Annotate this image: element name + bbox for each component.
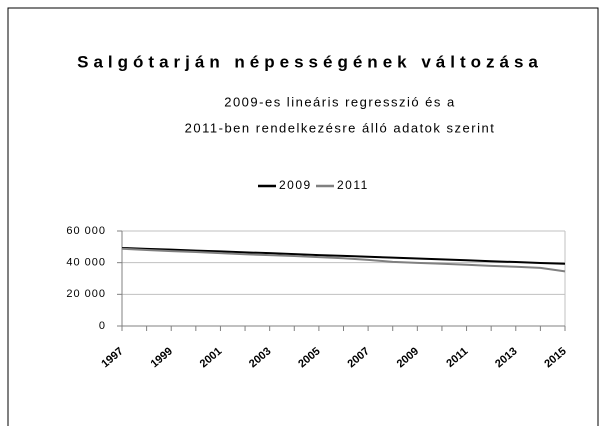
- x-tick-label: 2009: [395, 345, 421, 370]
- chart-subtitle: 2009-es lineáris regresszió és a: [224, 94, 456, 109]
- x-tick-label: 1999: [149, 345, 175, 370]
- y-tick-label: 20 000: [66, 288, 106, 300]
- x-tick-label: 2015: [542, 345, 568, 370]
- chart-title: Salgótarján népességének változása: [77, 52, 543, 71]
- x-tick-label: 1997: [99, 345, 125, 370]
- y-tick-label: 60 000: [66, 225, 106, 237]
- legend-label: 2011: [337, 178, 369, 192]
- x-tick-label: 2003: [247, 345, 273, 370]
- x-tick-label: 2013: [493, 345, 519, 370]
- page-frame: [7, 7, 599, 426]
- x-tick-label: 2011: [444, 345, 470, 370]
- x-tick-label: 2007: [345, 345, 371, 370]
- line-series: [121, 246, 566, 265]
- chart-subtitle: 2011-ben rendelkezésre álló adatok szeri…: [185, 120, 496, 135]
- y-tick-label: 40 000: [66, 257, 106, 269]
- legend-label: 2009: [279, 178, 312, 192]
- y-tick-label: 0: [99, 320, 106, 332]
- x-tick-label: 2001: [198, 345, 224, 370]
- x-tick-label: 2005: [296, 345, 322, 370]
- line-series: [121, 247, 566, 273]
